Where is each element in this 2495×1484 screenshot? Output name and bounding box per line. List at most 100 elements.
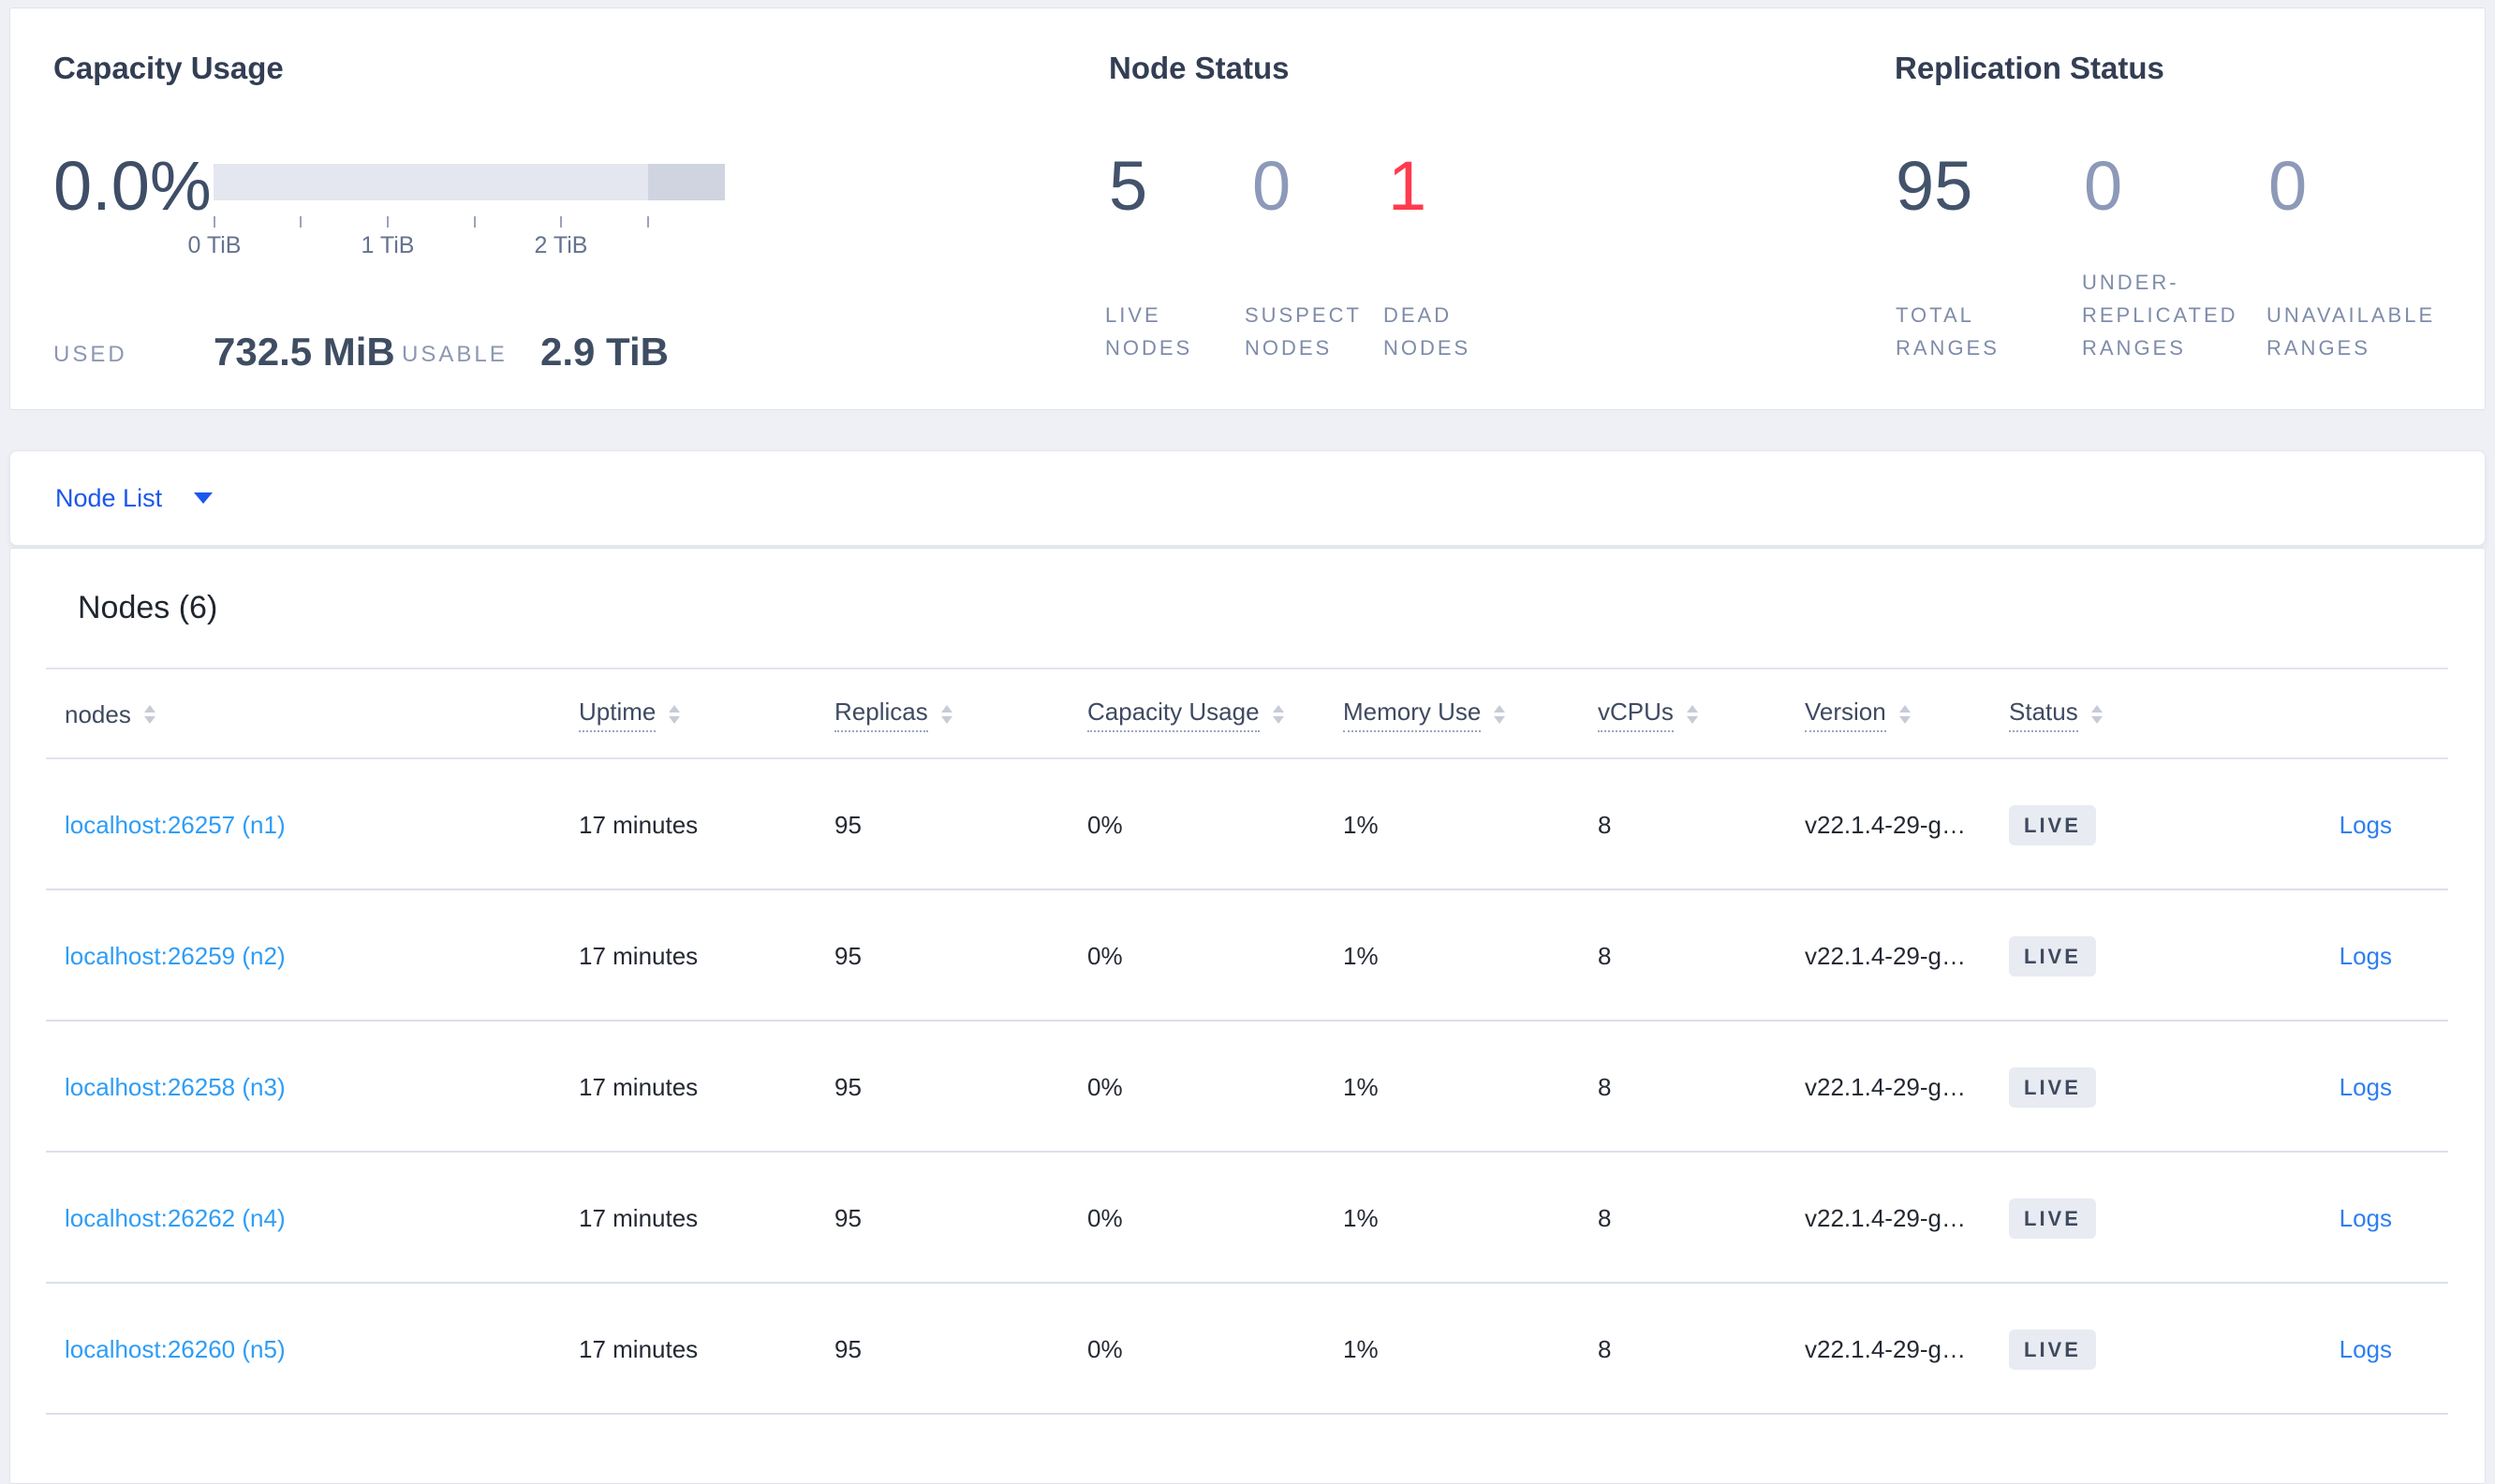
version-cell: v22.1.4-29-g… — [1805, 1334, 1966, 1363]
nodes-table-header: nodes Uptime Replicas Capacity Usage Memory … — [10, 669, 2485, 759]
sort-icon — [2090, 705, 2103, 724]
sort-down-icon — [940, 716, 952, 724]
column-header-vcpus[interactable]: vCPUs — [1598, 697, 1805, 732]
uptime-cell: 17 minutes — [579, 1072, 699, 1101]
replicas-cell: 95 — [834, 1203, 862, 1232]
sort-up-icon — [940, 705, 952, 713]
logs-link[interactable]: Logs — [2339, 1203, 2392, 1232]
node-list-dropdown[interactable]: Node List — [9, 450, 2486, 546]
sort-up-icon — [143, 705, 155, 713]
sort-down-icon — [143, 716, 155, 724]
sort-down-icon — [669, 716, 681, 724]
node-status-title: Node Status — [1109, 51, 1290, 85]
cluster-overview-page: Capacity Usage 0.0% 0 TiB 1 TiB 2 TiB USED… — [0, 7, 2495, 1484]
column-header-label: Version — [1805, 697, 1886, 732]
node-status-stat-value: 5 — [1109, 147, 1148, 225]
logs-link[interactable]: Logs — [2339, 1072, 2392, 1101]
sort-up-icon — [2090, 705, 2103, 713]
table-row: localhost:26262 (n4) 17 minutes 95 0% 1% 8 v22… — [10, 1153, 2485, 1284]
node-status-stat-label: DEAD NODES — [1383, 303, 1471, 360]
column-header-memory-use[interactable]: Memory Use — [1343, 697, 1598, 732]
capacity-axis-tick-label: 0 TiB — [187, 232, 242, 258]
capacity-axis-tick — [214, 216, 215, 228]
node-status-stat-label: LIVE NODES — [1105, 303, 1193, 360]
logs-cell: Logs — [2243, 1204, 2392, 1233]
capacity-used-percent: 0.0% — [53, 147, 212, 225]
sort-up-icon — [1494, 705, 1506, 713]
node-cell: localhost:26258 (n3) — [65, 1073, 579, 1102]
column-header-version[interactable]: Version — [1805, 697, 2009, 732]
node-cell: localhost:26257 (n1) — [65, 811, 579, 840]
node-link[interactable]: localhost:26258 (n3) — [65, 1072, 286, 1101]
logs-link[interactable]: Logs — [2339, 810, 2392, 839]
sort-down-icon — [1898, 716, 1911, 724]
column-header-label: vCPUs — [1598, 697, 1674, 732]
node-status-stat-labels: LIVE NODES SUSPECT NODES DEAD NODES — [1105, 263, 1596, 364]
nodes-table-card: Nodes (6) nodes Uptime Replicas Capacity Us… — [9, 548, 2486, 1484]
version-cell: v22.1.4-29-g… — [1805, 941, 1966, 970]
capacity-usage-bar — [214, 164, 725, 200]
replication-status-stat-value: 0 — [2084, 147, 2123, 225]
logs-cell: Logs — [2243, 811, 2392, 840]
sort-icon — [1898, 705, 1911, 724]
status-cell: LIVE — [2009, 1197, 2243, 1239]
capacity-usage-title: Capacity Usage — [53, 51, 284, 85]
vcpus-cell: 8 — [1598, 941, 1612, 970]
used-label: USED — [53, 342, 127, 367]
logs-cell: Logs — [2243, 942, 2392, 971]
replicas-cell: 95 — [834, 1072, 862, 1101]
node-link[interactable]: localhost:26259 (n2) — [65, 941, 286, 970]
sort-icon — [1686, 705, 1698, 724]
logs-link[interactable]: Logs — [2339, 941, 2392, 970]
capacity-usage-summary: USED 732.5 MiB USABLE 2.9 TiB — [53, 321, 784, 374]
memory-use-cell: 1% — [1343, 941, 1379, 970]
column-header-replicas[interactable]: Replicas — [834, 697, 1087, 732]
uptime-cell: 17 minutes — [579, 810, 699, 839]
capacity-usage-cell: 0% — [1087, 1203, 1123, 1232]
nodes-table-heading: Nodes (6) — [78, 590, 218, 625]
sort-up-icon — [1686, 705, 1698, 713]
node-status-stat-value: 1 — [1388, 147, 1427, 225]
column-header-label: Replicas — [834, 697, 928, 732]
column-header-nodes[interactable]: nodes — [65, 699, 579, 729]
sort-icon — [1494, 705, 1506, 724]
column-header-status[interactable]: Status — [2009, 697, 2243, 732]
status-cell: LIVE — [2009, 1066, 2243, 1108]
used-value: 732.5 MiB — [214, 330, 395, 374]
status-badge: LIVE — [2009, 804, 2096, 845]
capacity-bar-dark-segment — [648, 164, 725, 200]
status-cell: LIVE — [2009, 804, 2243, 845]
replication-status-stat-label: UNDER- REPLICATED RANGES — [2082, 271, 2238, 360]
vcpus-cell: 8 — [1598, 810, 1612, 839]
table-row: localhost:26259 (n2) 17 minutes 95 0% 1% 8 v22… — [10, 890, 2485, 1021]
status-badge: LIVE — [2009, 1329, 2096, 1370]
node-link[interactable]: localhost:26262 (n4) — [65, 1203, 286, 1232]
chevron-down-icon — [194, 492, 214, 504]
status-badge: LIVE — [2009, 1066, 2096, 1108]
column-header-label: Uptime — [579, 697, 657, 732]
nodes-table-heading-row: Nodes (6) — [10, 549, 2485, 669]
replication-status-stat-labels: TOTAL RANGES UNDER- REPLICATED RANGES UNAVAIL… — [1896, 263, 2495, 364]
node-status-stat-value: 0 — [1252, 147, 1292, 225]
replicas-cell: 95 — [834, 1334, 862, 1363]
node-list-dropdown-label[interactable]: Node List — [55, 483, 163, 512]
node-link[interactable]: localhost:26260 (n5) — [65, 1334, 286, 1363]
replication-status-stat-value: 95 — [1896, 147, 1973, 225]
sort-down-icon — [1686, 716, 1698, 724]
logs-cell: Logs — [2243, 1335, 2392, 1364]
memory-use-cell: 1% — [1343, 1334, 1379, 1363]
replicas-cell: 95 — [834, 941, 862, 970]
sort-up-icon — [1898, 705, 1911, 713]
sort-up-icon — [669, 705, 681, 713]
logs-link[interactable]: Logs — [2339, 1334, 2392, 1363]
capacity-usage-cell: 0% — [1087, 941, 1123, 970]
usable-label: USABLE — [402, 342, 508, 367]
capacity-usage-cell: 0% — [1087, 810, 1123, 839]
column-header-capacity-usage[interactable]: Capacity Usage — [1087, 697, 1343, 732]
column-header-uptime[interactable]: Uptime — [579, 697, 834, 732]
node-link[interactable]: localhost:26257 (n1) — [65, 810, 286, 839]
memory-use-cell: 1% — [1343, 1203, 1379, 1232]
status-badge: LIVE — [2009, 935, 2096, 977]
status-badge: LIVE — [2009, 1197, 2096, 1239]
memory-use-cell: 1% — [1343, 1072, 1379, 1101]
